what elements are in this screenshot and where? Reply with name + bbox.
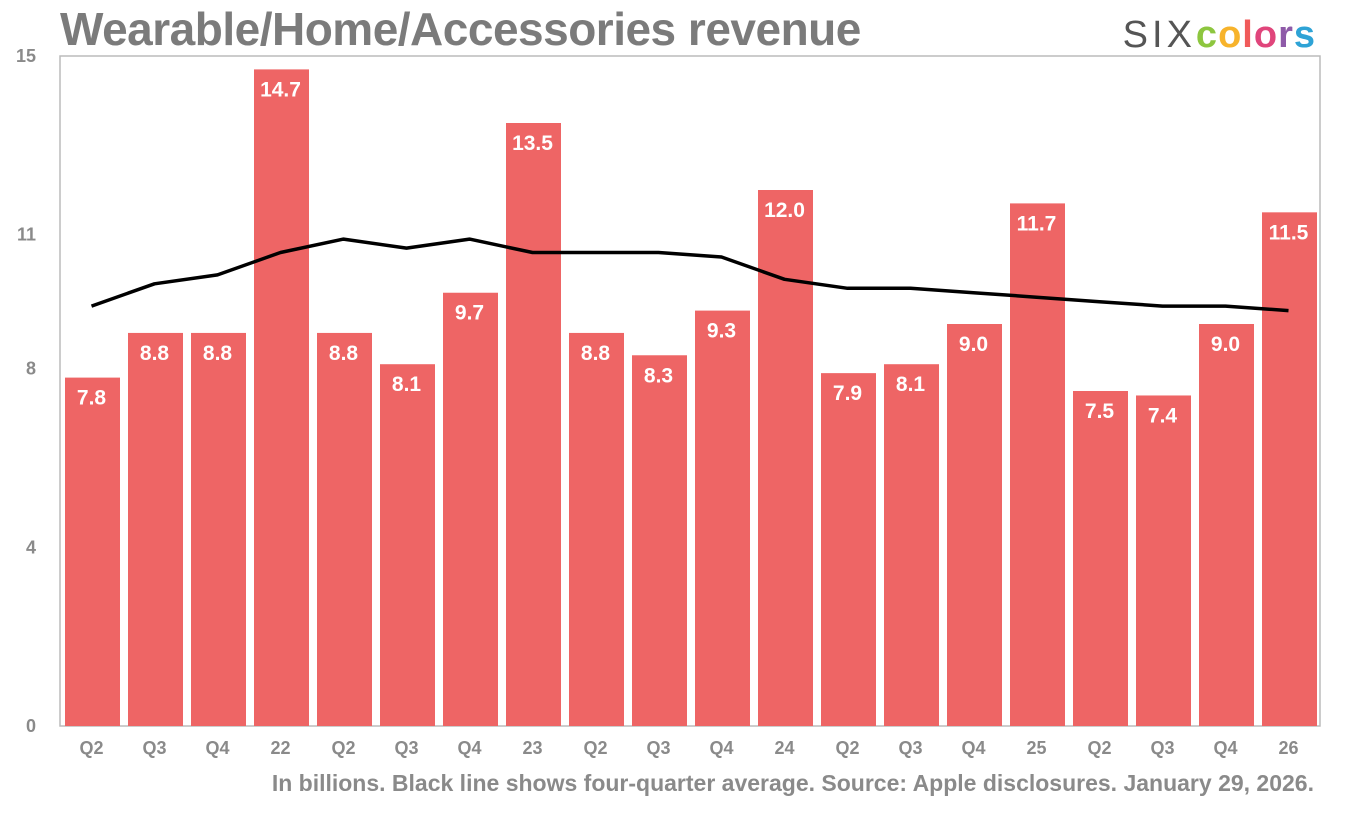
bar-value-label: 8.1	[896, 373, 926, 396]
bar	[569, 332, 624, 726]
bars	[65, 69, 1317, 727]
x-tick-label: Q3	[646, 738, 670, 758]
bar-value-label: 7.8	[77, 387, 107, 410]
sixcolors-logo: SIXcolors	[1123, 14, 1316, 57]
bar-value-label: 12.0	[764, 199, 805, 222]
bar-value-label: 8.3	[644, 364, 673, 387]
bar-value-label: 9.0	[1211, 333, 1240, 356]
logo-letter: r	[1278, 14, 1294, 56]
logo-letter: o	[1218, 14, 1243, 56]
logo-prefix: SIX	[1122, 14, 1196, 56]
x-tick-label: 24	[774, 738, 794, 758]
bar	[443, 292, 498, 726]
bar-value-label: 7.5	[1085, 400, 1115, 423]
y-axis: 0 4 8 11 15	[16, 46, 36, 736]
bar	[380, 364, 435, 726]
bar-value-label: 8.8	[203, 342, 233, 365]
y-tick-label: 11	[17, 225, 36, 245]
x-tick-label: Q3	[142, 738, 166, 758]
x-tick-label: Q4	[961, 738, 985, 758]
bar-value-label: 7.9	[833, 382, 862, 405]
logo-letter: s	[1293, 14, 1316, 56]
x-axis: Q2 Q3 Q4 22 Q2 Q3 Q4 23 Q2 Q3 Q4 24 Q2 Q3 Q4 25 Q2 Q3 Q4 26	[79, 738, 1298, 758]
x-tick-label: Q2	[835, 738, 859, 758]
bar-value-label: 14.7	[260, 78, 301, 101]
bar	[947, 324, 1002, 726]
bar-value-label: 7.4	[1148, 404, 1178, 427]
bar	[1136, 395, 1191, 726]
bar	[884, 364, 939, 726]
bar-value-label: 8.8	[581, 342, 611, 365]
logo-letter: c	[1195, 14, 1219, 56]
logo-letter: o	[1253, 14, 1279, 56]
x-tick-label: Q4	[457, 738, 481, 758]
x-tick-label: Q4	[709, 738, 733, 758]
bar	[1199, 324, 1254, 726]
x-tick-label: Q4	[205, 738, 229, 758]
bar	[128, 332, 183, 726]
bar-value-label: 13.5	[512, 132, 553, 155]
x-tick-label: Q2	[1087, 738, 1111, 758]
bar	[1010, 203, 1065, 726]
x-tick-label: 22	[270, 738, 290, 758]
bar-value-label: 11.7	[1017, 212, 1057, 235]
bar-labels: 7.8 8.8 8.8 14.7 8.8 8.1 9.7 13.5 8.8 8.3 9.3 12.0 7…	[77, 78, 1309, 427]
x-tick-label: Q2	[331, 738, 355, 758]
bar	[1073, 391, 1128, 726]
bar-value-label: 8.8	[329, 342, 359, 365]
bar-value-label: 9.3	[707, 320, 736, 343]
x-tick-label: Q2	[79, 738, 103, 758]
x-tick-label: Q4	[1213, 738, 1237, 758]
x-tick-label: 25	[1026, 738, 1046, 758]
bar-value-label: 11.5	[1269, 221, 1309, 244]
bar-value-label: 9.0	[959, 333, 988, 356]
bar	[695, 310, 750, 726]
y-tick-label: 15	[16, 46, 36, 66]
bar	[254, 69, 309, 726]
x-tick-label: Q3	[394, 738, 418, 758]
bar	[821, 373, 876, 726]
bar	[1262, 212, 1317, 727]
x-tick-label: Q3	[1150, 738, 1174, 758]
bar	[758, 190, 813, 726]
x-tick-label: Q3	[898, 738, 922, 758]
four-quarter-average-line	[90, 237, 1289, 313]
chart-caption: In billions. Black line shows four-quart…	[271, 770, 1314, 796]
bar	[506, 123, 561, 726]
y-tick-label: 0	[26, 716, 36, 736]
x-tick-label: 26	[1278, 738, 1298, 758]
chart-title: Wearable/Home/Accessories revenue	[60, 3, 861, 55]
bar-value-label: 9.7	[455, 302, 484, 325]
plot-frame	[59, 55, 1321, 727]
average-line-group	[90, 237, 1289, 313]
logo-colors-word: colors	[1196, 14, 1316, 56]
bar	[191, 332, 246, 726]
bar	[317, 332, 372, 726]
logo-letter: l	[1242, 14, 1254, 56]
bar-value-label: 8.8	[140, 342, 170, 365]
x-tick-label: Q2	[583, 738, 607, 758]
x-tick-label: 23	[522, 738, 542, 758]
bar	[65, 377, 120, 726]
bar-value-label: 8.1	[392, 373, 422, 396]
bar	[632, 355, 687, 726]
y-tick-label: 8	[26, 359, 36, 379]
y-tick-label: 4	[26, 537, 36, 557]
